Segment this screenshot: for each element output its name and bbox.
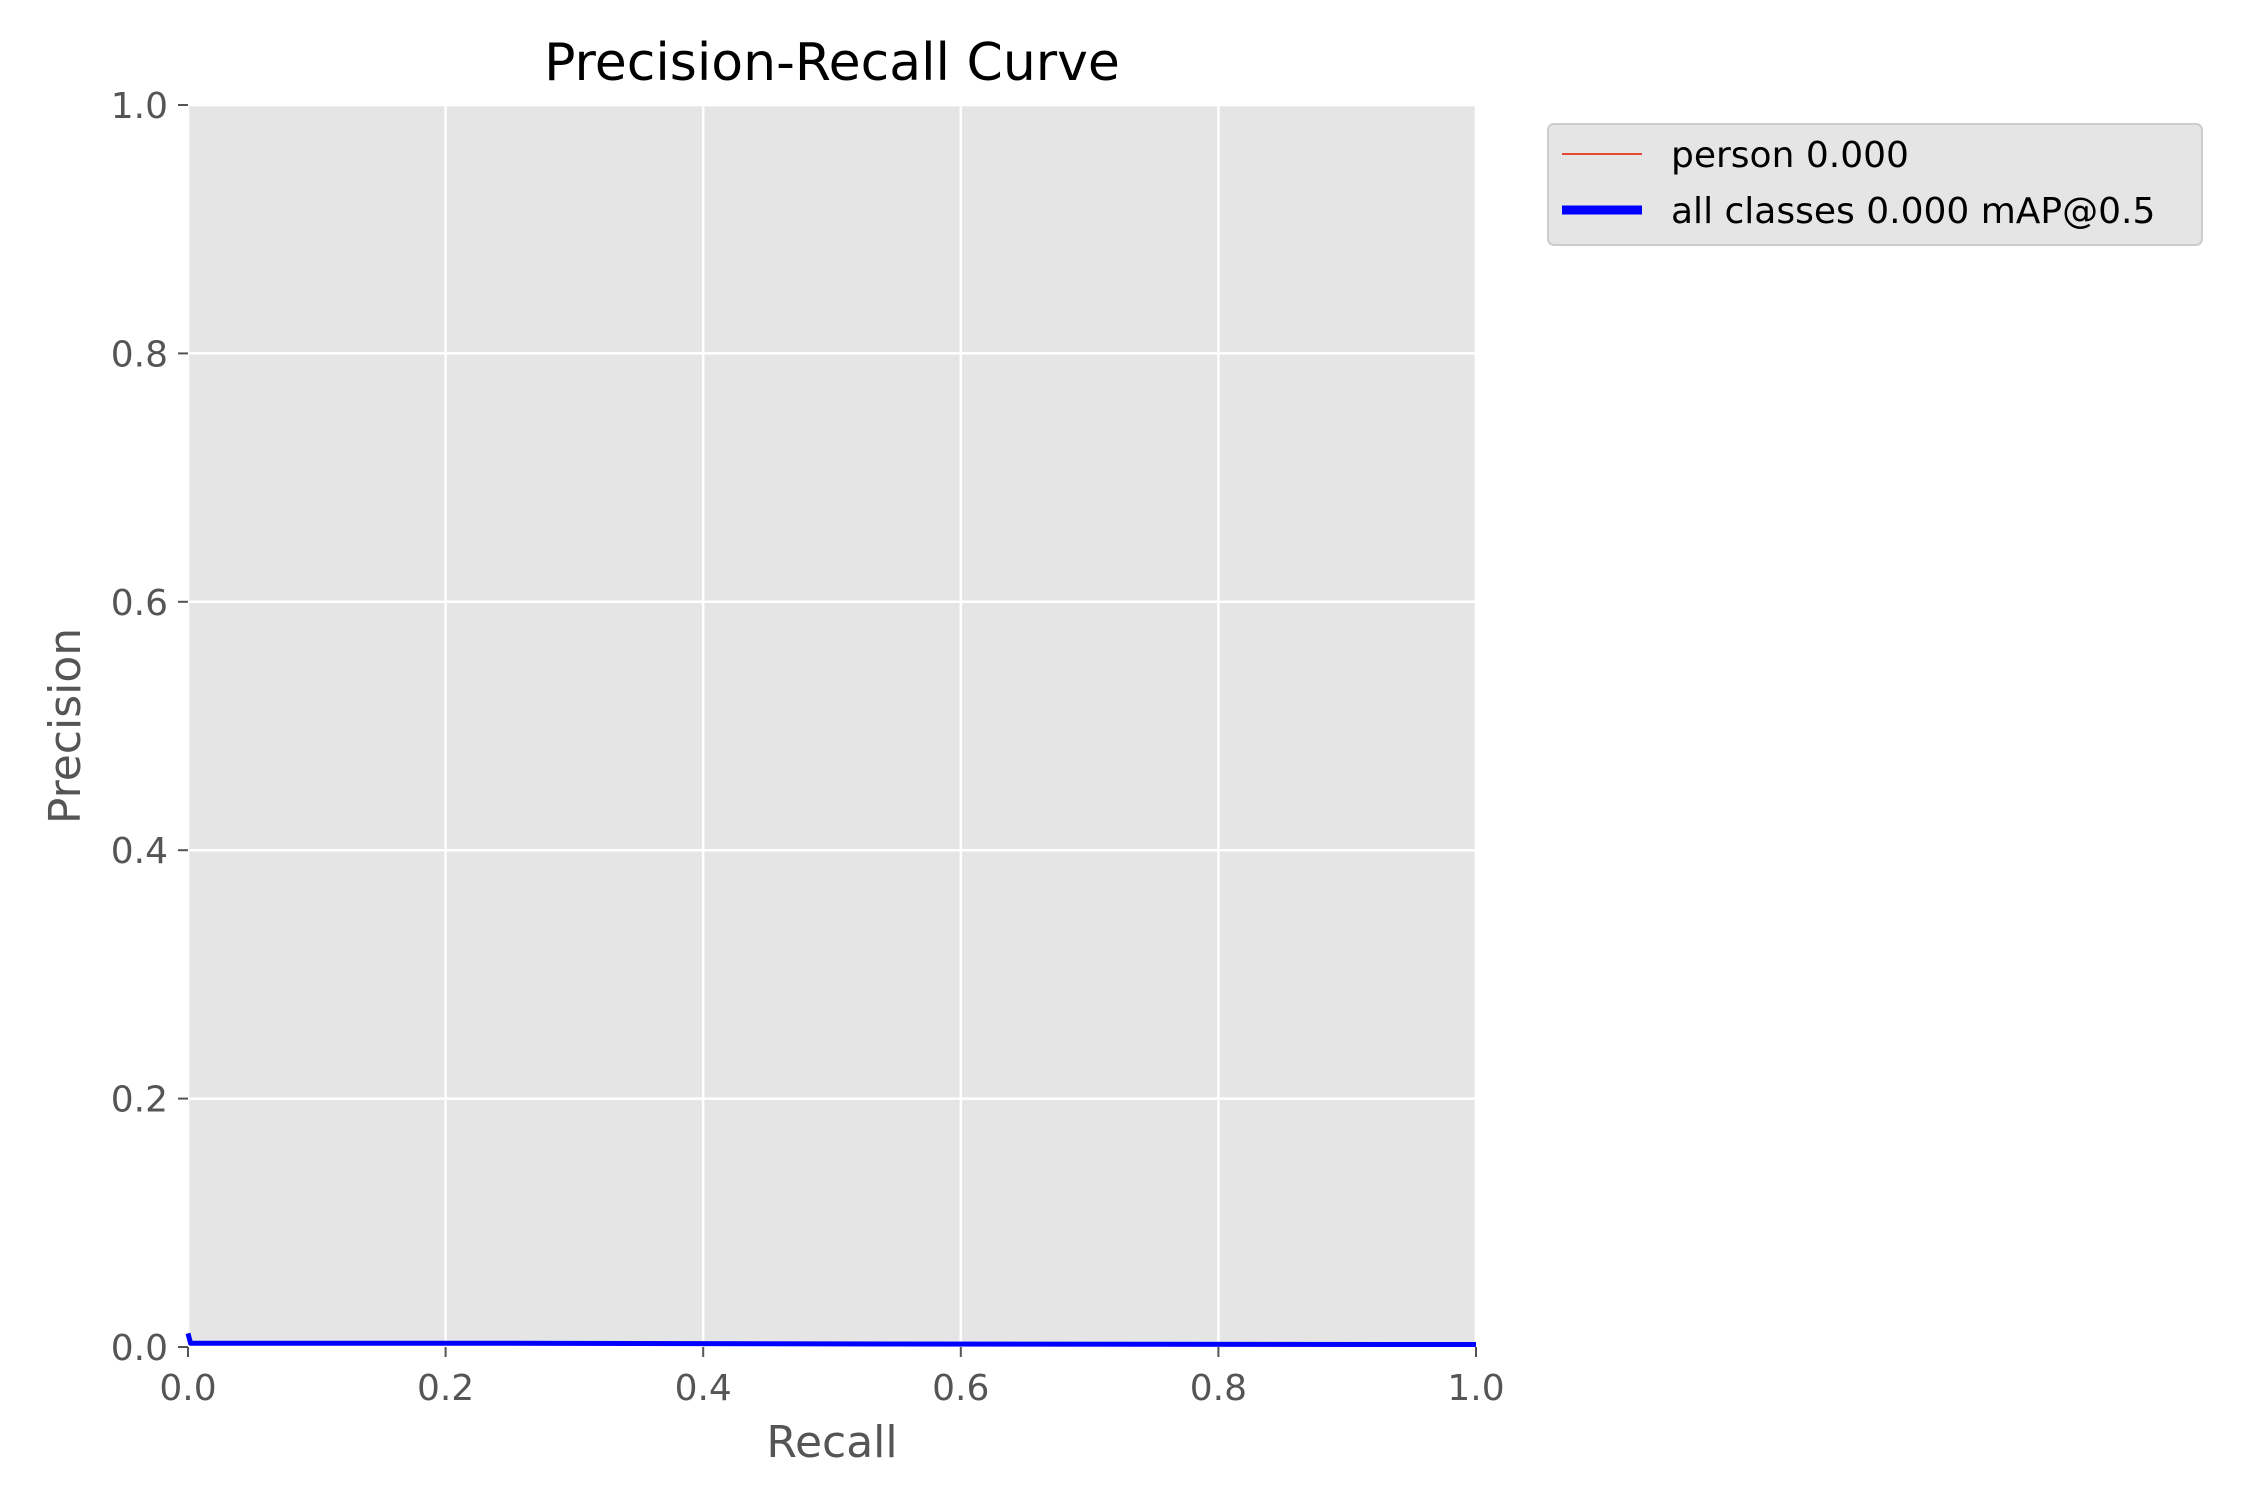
x-tick-label: 0.2 bbox=[417, 1368, 474, 1409]
legend-label-person: person 0.000 bbox=[1671, 135, 1909, 176]
series-line-all-classes bbox=[185, 1332, 1477, 1348]
y-tick-label: 0.0 bbox=[111, 1328, 168, 1369]
legend-label-all-classes: all classes 0.000 mAP@0.5 bbox=[1671, 191, 2155, 232]
chart-title: Precision-Recall Curve bbox=[544, 33, 1120, 93]
x-tick-label: 0.8 bbox=[1190, 1368, 1247, 1409]
y-axis-label: Precision bbox=[40, 628, 91, 824]
x-tick-label: 0.0 bbox=[159, 1368, 216, 1409]
y-tick-label: 0.4 bbox=[111, 831, 168, 872]
series-lines bbox=[185, 1332, 1477, 1348]
y-tick-label: 0.8 bbox=[111, 334, 168, 375]
y-tick-label: 0.6 bbox=[111, 583, 168, 624]
legend-box bbox=[1547, 123, 2203, 246]
x-axis-label: Recall bbox=[766, 1417, 897, 1468]
y-tick-label: 1.0 bbox=[111, 86, 168, 127]
legend: person 0.000 all classes 0.000 mAP@0.5 bbox=[1547, 123, 2203, 246]
y-tick-label: 0.2 bbox=[111, 1080, 168, 1121]
x-tick-label: 1.0 bbox=[1447, 1368, 1504, 1409]
x-tick-label: 0.6 bbox=[932, 1368, 989, 1409]
plot-background bbox=[188, 105, 1476, 1347]
x-tick-label: 0.4 bbox=[675, 1368, 732, 1409]
axes: 0.0 0.2 0.4 0.6 0.8 1.0 0.0 0.2 0.4 0.6 0.8 1.0 bbox=[111, 86, 1505, 1409]
grid-lines bbox=[186, 103, 1478, 1349]
